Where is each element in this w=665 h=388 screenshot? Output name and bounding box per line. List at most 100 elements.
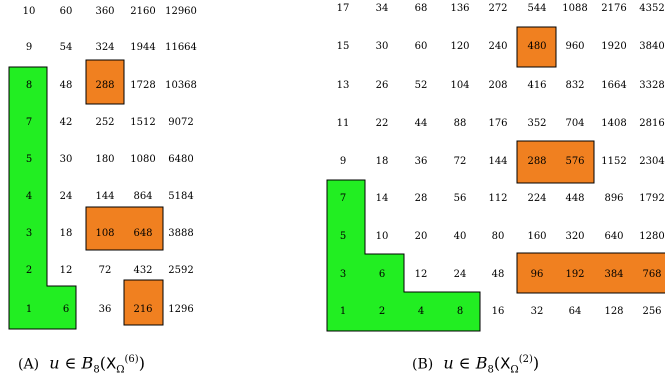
grid-cell: 3328 [639, 80, 665, 91]
grid-cell: 480 [527, 41, 547, 52]
grid-cell: 10368 [165, 80, 197, 91]
grid-cell: 1296 [168, 304, 194, 315]
grid-cell: 42 [59, 117, 73, 128]
panel-b-caption-label: (B) [412, 356, 434, 373]
grid-cell: 36 [98, 304, 112, 315]
panel-a-highlights [8, 59, 164, 330]
orange-cell [123, 279, 164, 326]
grid-cell: 216 [133, 304, 153, 315]
grid-cell: 120 [450, 41, 470, 52]
grid-cell: 4352 [639, 3, 665, 14]
grid-cell: 30 [375, 41, 389, 52]
grid-cell: 36 [414, 156, 428, 167]
grid-cell: 60 [59, 6, 73, 17]
grid-cell: 252 [95, 117, 115, 128]
grid-cell: 2592 [168, 265, 194, 276]
grid-cell: 22 [375, 118, 389, 129]
grid-cell: 648 [133, 228, 153, 239]
grid-cell: 1728 [130, 80, 156, 91]
grid-cell: 18 [375, 156, 389, 167]
grid-cell: 112 [488, 193, 508, 204]
grid-cell: 1080 [130, 154, 156, 165]
grid-cell: 4 [25, 191, 33, 202]
grid-cell: 960 [565, 41, 585, 52]
grid-cell: 68 [414, 3, 428, 14]
grid-cell: 7 [339, 193, 347, 204]
grid-cell: 360 [95, 6, 115, 17]
grid-cell: 14 [375, 193, 389, 204]
grid-cell: 160 [527, 231, 547, 242]
grid-cell: 180 [95, 154, 115, 165]
grid-cell: 3840 [639, 41, 665, 52]
panel-b: 17 34 68 136 272 544 1088 2176 4352 15 30 60 120 240 4… [320, 0, 665, 388]
grid-cell: 272 [488, 3, 508, 14]
grid-cell: 13 [336, 80, 350, 91]
grid-cell: 8 [456, 306, 464, 317]
grid-cell: 1920 [601, 41, 627, 52]
grid-cell: 6 [378, 269, 386, 280]
grid-cell: 240 [488, 41, 508, 52]
grid-cell: 72 [98, 265, 112, 276]
grid-cell: 56 [453, 193, 467, 204]
grid-cell: 2176 [601, 3, 627, 14]
grid-cell: 30 [59, 154, 73, 165]
grid-cell: 136 [450, 3, 470, 14]
grid-cell: 2160 [130, 6, 156, 17]
green-region [8, 66, 77, 330]
grid-cell: 10 [375, 231, 389, 242]
grid-cell: 88 [453, 118, 467, 129]
grid-cell: 9 [25, 42, 33, 53]
grid-cell: 80 [491, 231, 505, 242]
grid-cell: 11 [336, 118, 350, 129]
grid-cell: 2 [378, 306, 386, 317]
grid-cell: 2 [25, 265, 33, 276]
grid-cell: 26 [375, 80, 389, 91]
orange-cell [85, 206, 164, 251]
orange-cell [516, 252, 665, 294]
grid-cell: 12960 [165, 6, 197, 17]
grid-cell: 2304 [639, 156, 665, 167]
grid-cell: 72 [453, 156, 467, 167]
grid-cell: 128 [604, 306, 624, 317]
grid-cell: 224 [527, 193, 547, 204]
orange-cell [85, 59, 125, 105]
grid-cell: 1280 [639, 231, 665, 242]
grid-cell: 1408 [601, 118, 627, 129]
grid-cell: 12 [414, 269, 428, 280]
grid-cell: 6 [62, 304, 70, 315]
panel-a-caption-label: (A) [18, 356, 40, 373]
grid-cell: 208 [488, 80, 508, 91]
grid-cell: 52 [414, 80, 428, 91]
grid-cell: 1152 [601, 156, 627, 167]
grid-cell: 44 [414, 118, 428, 129]
grid-cell: 432 [133, 265, 153, 276]
grid-cell: 34 [375, 3, 389, 14]
orange-cell [516, 140, 595, 184]
grid-cell: 32 [530, 306, 544, 317]
grid-cell: 8 [25, 80, 33, 91]
grid-cell: 3 [25, 228, 33, 239]
orange-cell [516, 26, 557, 68]
grid-cell: 1 [339, 306, 347, 317]
grid-cell: 60 [414, 41, 428, 52]
grid-cell: 9 [339, 156, 347, 167]
grid-cell: 416 [527, 80, 547, 91]
grid-cell: 6480 [168, 154, 194, 165]
green-region [326, 179, 481, 332]
grid-cell: 3888 [168, 228, 194, 239]
grid-cell: 320 [565, 231, 585, 242]
grid-cell: 24 [453, 269, 467, 280]
grid-cell: 4 [417, 306, 425, 317]
grid-cell: 448 [565, 193, 585, 204]
panel-b-highlights [326, 26, 665, 332]
grid-cell: 288 [527, 156, 547, 167]
grid-cell: 384 [604, 269, 624, 280]
grid-cell: 352 [527, 118, 547, 129]
grid-cell: 192 [565, 269, 585, 280]
grid-cell: 48 [491, 269, 505, 280]
panel-a: 10 60 360 2160 12960 9 54 324 1944 11664 8 48 288 172… [0, 0, 215, 388]
grid-cell: 7 [25, 117, 33, 128]
grid-cell: 544 [527, 3, 547, 14]
grid-cell: 96 [530, 269, 544, 280]
grid-cell: 144 [488, 156, 508, 167]
